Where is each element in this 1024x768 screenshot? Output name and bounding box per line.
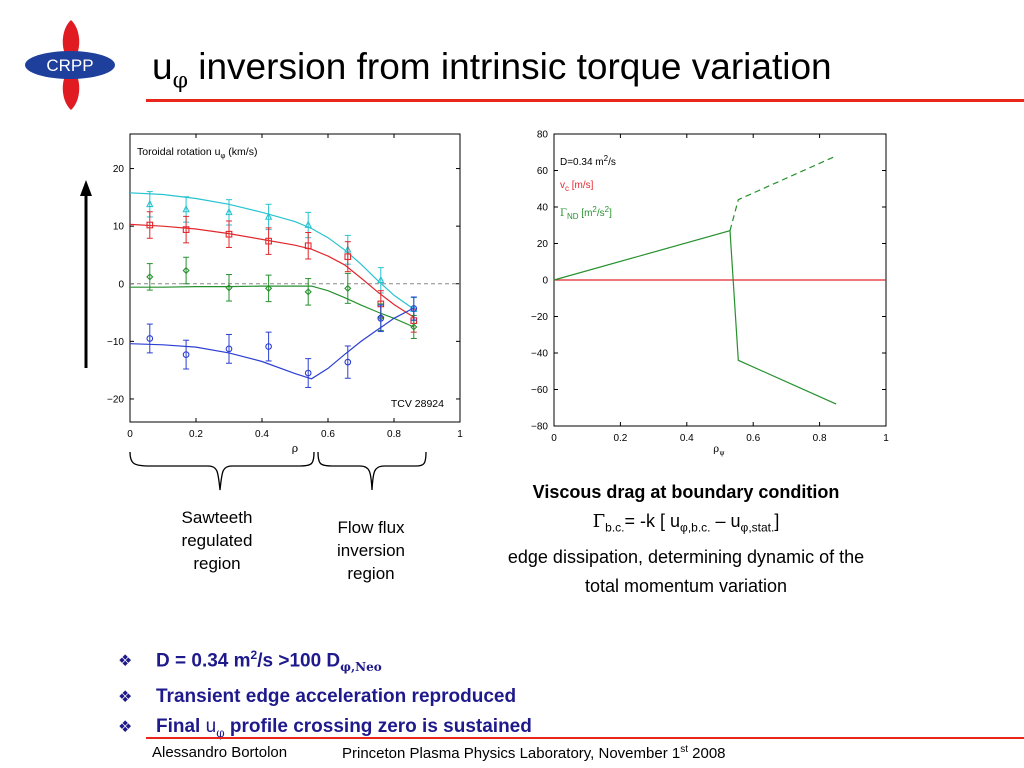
left-x-tick-label: 0.2 <box>189 429 203 440</box>
data-point-triangle <box>182 204 190 213</box>
caption-title: Viscous drag at boundary condition <box>532 482 840 502</box>
left-annotation-bottom: TCV 28924 <box>391 398 444 410</box>
right-legend-convection: vc [m/s] <box>560 180 594 193</box>
series-line-solid <box>553 229 837 405</box>
left-x-tick-label: 0 <box>127 429 133 440</box>
caption-line-4: total momentum variation <box>584 575 788 596</box>
fit-line <box>129 192 415 310</box>
flow-brace <box>317 451 427 491</box>
left-x-tick-label: 0.6 <box>321 429 335 440</box>
data-point-diamond <box>146 273 154 281</box>
sawteeth-brace <box>129 451 315 491</box>
left-y-tick-label: 20 <box>113 164 125 175</box>
data-point-triangle <box>264 212 273 220</box>
right-y-tick-label: 80 <box>537 130 549 141</box>
right-x-tick-label: 0.6 <box>746 433 760 444</box>
right-series-group <box>553 155 886 405</box>
data-point-diamond <box>182 266 190 275</box>
region-braces <box>129 451 427 491</box>
footer-venue: Princeton Plasma Physics Laboratory, Nov… <box>342 744 726 762</box>
summary-bullets: ❖ D = 0.34 m2/s >100 Dφ,Neo ❖ Transient ed… <box>118 640 532 748</box>
left-axis-ticks: 0 0.2 0.4 0.6 0.8 1 20 10 0 −10 −20 <box>107 134 463 440</box>
right-y-tick-label: −20 <box>531 312 548 323</box>
right-y-tick-label: 0 <box>542 276 548 287</box>
data-point-circle <box>225 345 233 353</box>
fit-line <box>130 285 415 328</box>
footer-author: Alessandro Bortolon <box>152 744 288 761</box>
right-y-tick-label: −80 <box>531 422 548 433</box>
right-legend-flux: ΓND [m2/s2] <box>560 205 612 221</box>
data-point-circle <box>182 351 190 358</box>
data-point-diamond <box>410 323 418 331</box>
data-point-square <box>265 237 272 245</box>
data-point-circle <box>377 314 385 322</box>
data-point-diamond <box>225 284 233 292</box>
right-x-axis-label: ρψ <box>713 444 725 457</box>
right-legend-diffusivity: D=0.34 m2/s <box>560 154 616 168</box>
data-point-circle <box>410 305 418 312</box>
right-x-tick-label: 1 <box>883 433 889 444</box>
caption-equation: Γb.c.= -k [ uφ,b.c. – uφ,stat.] <box>592 511 780 535</box>
left-annotation-top: Toroidal rotation uφ (km/s) <box>137 146 257 160</box>
caption-line-3: edge dissipation, determining dynamic of… <box>507 546 865 567</box>
data-point-square <box>344 253 352 261</box>
flow-inversion-region-label: Flow flux inversion region <box>336 518 406 583</box>
left-x-tick-label: 0.8 <box>387 429 401 440</box>
footer-rule <box>146 737 1024 739</box>
right-x-tick-label: 0.4 <box>680 433 694 444</box>
data-point-circle <box>344 358 352 366</box>
data-point-triangle <box>146 199 154 208</box>
left-y-tick-label: −10 <box>107 337 124 348</box>
data-point-triangle <box>225 207 233 216</box>
bullet-transient: ❖ Transient edge acceleration reproduced <box>118 682 532 712</box>
fit-line <box>129 223 415 318</box>
logo-ellipse <box>25 51 115 79</box>
right-x-tick-label: 0.2 <box>613 433 627 444</box>
data-point-circle <box>304 369 312 377</box>
data-point-square <box>225 230 233 238</box>
data-point-square <box>182 226 190 233</box>
left-x-tick-label: 1 <box>457 429 463 440</box>
left-y-tick-label: −20 <box>107 394 124 405</box>
up-arrow-icon <box>80 180 92 368</box>
data-point-square <box>146 221 154 229</box>
right-x-tick-label: 0 <box>551 433 557 444</box>
left-y-tick-label: 10 <box>113 222 125 233</box>
left-x-axis-label: ρ <box>292 442 298 454</box>
logo-text: CRPP <box>46 56 93 75</box>
bullet-diffusivity: ❖ D = 0.34 m2/s >100 Dφ,Neo <box>118 640 532 682</box>
rotation-profile-chart: Toroidal rotation uφ (km/s) TCV 28924 ρ … <box>107 133 463 454</box>
slide-title: uφ inversion from intrinsic torque varia… <box>152 46 832 94</box>
data-point-circle <box>265 343 272 350</box>
data-point-diamond <box>265 284 273 292</box>
diamond-bullet-icon: ❖ <box>118 651 133 671</box>
right-y-tick-label: 60 <box>537 166 549 177</box>
data-point-square <box>304 242 312 250</box>
right-y-tick-label: −60 <box>531 385 548 396</box>
data-point-triangle <box>304 220 312 228</box>
diamond-bullet-icon: ❖ <box>118 717 133 737</box>
left-plot-frame <box>129 133 461 423</box>
left-y-tick-label: 0 <box>118 279 124 290</box>
left-x-tick-label: 0.4 <box>255 429 269 440</box>
right-y-tick-label: 40 <box>537 203 549 214</box>
right-y-tick-label: 20 <box>537 239 549 250</box>
right-axis-ticks: 0 0.2 0.4 0.6 0.8 1 80 60 40 20 0 −20 −40 −60 −80 <box>531 130 889 445</box>
series-line-dashed <box>729 155 837 231</box>
right-y-tick-label: −40 <box>531 349 548 360</box>
fit-line <box>129 307 415 380</box>
title-rule <box>146 99 1024 102</box>
data-point-diamond <box>304 288 312 296</box>
right-x-tick-label: 0.8 <box>813 433 827 444</box>
model-profile-chart: D=0.34 m2/s vc [m/s] ΓND [m2/s2] ρψ 0 0.2… <box>531 130 889 458</box>
left-series-group <box>129 191 418 388</box>
sawteeth-region-label: Sawteeth regulated region <box>181 508 253 573</box>
diamond-bullet-icon: ❖ <box>118 687 133 707</box>
boundary-condition-caption: Viscous drag at boundary condition Γb.c.… <box>490 478 882 601</box>
bullet-final-profile: ❖ Final uφ profile crossing zero is susta… <box>118 712 532 748</box>
data-point-circle <box>146 335 154 342</box>
data-point-triangle <box>377 275 385 284</box>
crpp-logo: CRPP <box>25 20 115 110</box>
data-point-diamond <box>344 284 352 292</box>
